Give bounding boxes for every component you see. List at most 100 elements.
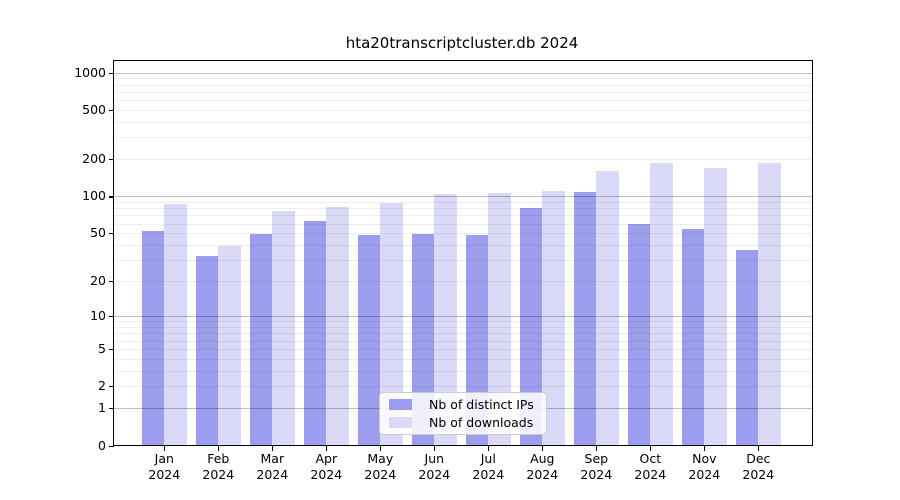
bar-distinct-ips-feb [195, 256, 219, 445]
x-tick-mark [326, 446, 328, 451]
minor-gridline [114, 281, 812, 283]
bar-distinct-ips-dec [735, 250, 759, 445]
minor-gridline [114, 333, 812, 335]
major-gridline [114, 316, 812, 318]
minor-gridline [114, 215, 812, 217]
major-gridline [114, 72, 812, 74]
y-tick-label: 500 [82, 101, 106, 117]
y-tick-mark [109, 348, 114, 350]
major-gridline [114, 196, 812, 198]
minor-gridline [114, 159, 812, 161]
x-tick-mark [488, 446, 490, 451]
x-tick-label-jun: Jun 2024 [418, 451, 451, 482]
bar-distinct-ips-apr [303, 221, 327, 445]
x-tick-mark [758, 446, 760, 451]
y-tick-label: 100 [82, 188, 106, 204]
bar-downloads-dec [758, 162, 781, 445]
bar-downloads-aug [542, 191, 565, 445]
x-tick-label-nov: Nov 2024 [688, 451, 721, 482]
x-tick-mark [380, 446, 382, 451]
bar-downloads-apr [326, 206, 349, 445]
minor-gridline [114, 245, 812, 246]
minor-gridline [114, 100, 812, 102]
legend-entry-downloads: Nb of downloads [386, 414, 540, 430]
legend-swatch-distinct-ips [389, 399, 412, 410]
minor-gridline [114, 326, 812, 328]
y-tick-mark [109, 445, 114, 447]
legend-label-downloads: Nb of downloads [429, 414, 534, 430]
minor-gridline [114, 358, 812, 360]
bar-downloads-jul [488, 193, 511, 445]
x-tick-mark [164, 446, 166, 451]
minor-gridline [114, 109, 812, 111]
minor-gridline [114, 121, 812, 123]
minor-gridline [114, 137, 812, 139]
x-tick-mark [434, 446, 436, 451]
bar-downloads-feb [218, 245, 241, 445]
x-tick-mark [218, 446, 220, 451]
minor-gridline [114, 208, 812, 210]
y-tick-label: 5 [98, 340, 106, 356]
legend-label-distinct-ips: Nb of distinct IPs [429, 396, 534, 412]
x-tick-label-may: May 2024 [364, 451, 397, 482]
y-tick-label: 50 [90, 225, 106, 241]
minor-gridline [114, 202, 812, 203]
minor-gridline [114, 78, 812, 80]
minor-gridline [114, 233, 812, 235]
x-tick-mark [650, 446, 652, 451]
legend-swatch-downloads [389, 417, 412, 428]
x-tick-label-sep: Sep 2024 [580, 451, 613, 482]
y-tick-mark [109, 233, 114, 235]
minor-gridline [114, 91, 812, 93]
bar-downloads-may [380, 202, 403, 445]
y-tick-label: 2 [98, 378, 106, 394]
minor-gridline [114, 386, 812, 388]
x-tick-mark [542, 446, 544, 451]
x-tick-mark [704, 446, 706, 451]
legend-entry-distinct-ips: Nb of distinct IPs [386, 396, 540, 412]
minor-gridline [114, 370, 812, 372]
y-tick-mark [109, 196, 114, 198]
bar-downloads-sep [596, 170, 619, 445]
x-tick-label-oct: Oct 2024 [634, 451, 667, 482]
minor-gridline [114, 348, 812, 350]
y-tick-label: 0 [98, 437, 106, 453]
bar-distinct-ips-oct [627, 224, 651, 445]
y-tick-mark [109, 316, 114, 318]
chart-title: hta20transcriptcluster.db 2024 [345, 34, 579, 52]
y-tick-mark [109, 109, 114, 112]
bar-downloads-nov [704, 168, 727, 445]
y-tick-label: 1000 [74, 64, 106, 80]
y-tick-mark [109, 408, 114, 410]
x-tick-label-feb: Feb 2024 [202, 451, 235, 482]
y-tick-label: 200 [82, 151, 106, 167]
x-tick-label-jul: Jul 2024 [472, 451, 505, 482]
y-tick-label: 20 [90, 273, 106, 289]
minor-gridline [114, 321, 812, 323]
x-tick-label-mar: Mar 2024 [256, 451, 289, 482]
y-tick-mark [109, 386, 114, 388]
legend: Nb of distinct IPs Nb of downloads [379, 392, 547, 435]
minor-gridline [114, 260, 812, 262]
bar-distinct-ips-aug [519, 207, 543, 445]
minor-gridline [114, 84, 812, 86]
bar-downloads-mar [272, 211, 295, 445]
y-tick-mark [109, 159, 114, 161]
y-tick-label: 1 [98, 400, 106, 416]
bar-distinct-ips-jan [141, 230, 165, 445]
bar-distinct-ips-mar [249, 233, 273, 445]
x-tick-label-jan: Jan 2024 [148, 451, 181, 482]
x-tick-label-dec: Dec 2024 [742, 451, 775, 482]
bar-downloads-oct [650, 162, 673, 445]
bar-downloads-jan [164, 203, 187, 445]
bar-distinct-ips-nov [681, 228, 705, 445]
bar-downloads-jun [434, 193, 457, 445]
x-tick-mark [272, 446, 274, 451]
y-tick-label: 10 [90, 308, 106, 324]
minor-gridline [114, 223, 812, 225]
bar-distinct-ips-sep [573, 191, 597, 445]
y-tick-mark [109, 281, 114, 283]
plot-area: 0 1 2 5 10 20 50 100 200 500 1000 Jan 2024 Feb 2024 M… [74, 60, 813, 482]
x-tick-label-aug: Aug 2024 [526, 451, 559, 482]
